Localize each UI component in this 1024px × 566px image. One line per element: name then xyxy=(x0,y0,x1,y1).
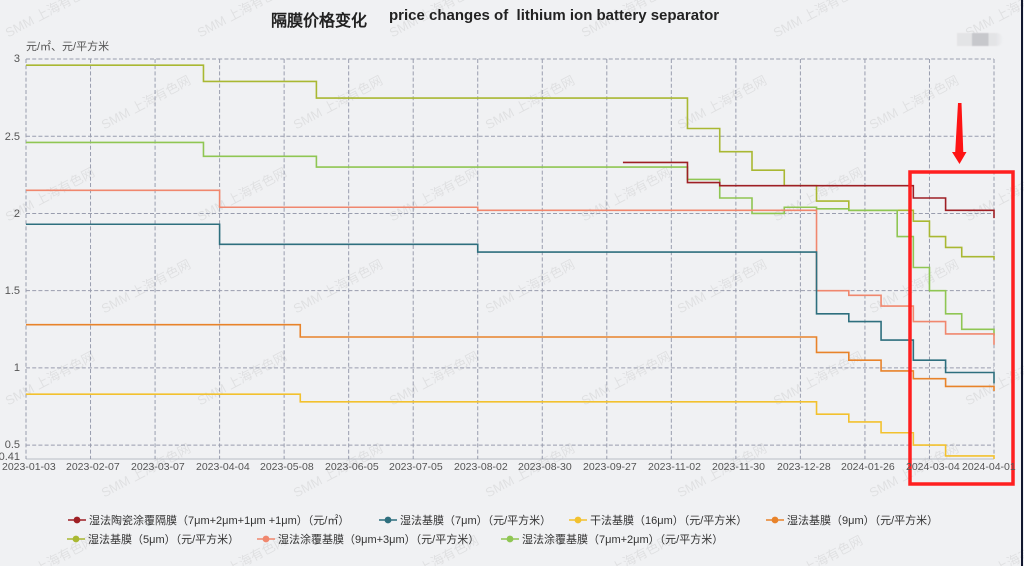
svg-text:2023-08-02: 2023-08-02 xyxy=(454,461,508,473)
svg-text:2023-07-05: 2023-07-05 xyxy=(389,461,443,473)
svg-text:2023-12-28: 2023-12-28 xyxy=(777,461,831,473)
svg-text:2023-03-07: 2023-03-07 xyxy=(131,461,185,473)
svg-text:3: 3 xyxy=(14,53,20,65)
svg-text:2024-04-01: 2024-04-01 xyxy=(962,461,1016,473)
svg-text:0.5: 0.5 xyxy=(5,439,20,451)
svg-text:2023-04-04: 2023-04-04 xyxy=(196,461,250,473)
svg-text:2023-01-03: 2023-01-03 xyxy=(2,461,56,473)
svg-text:2023-09-27: 2023-09-27 xyxy=(583,461,637,473)
svg-text:2023-11-30: 2023-11-30 xyxy=(712,461,765,473)
svg-text:2.5: 2.5 xyxy=(5,131,20,143)
svg-text:2023-02-07: 2023-02-07 xyxy=(66,461,120,473)
svg-text:1.5: 1.5 xyxy=(5,285,20,297)
svg-text:2023-08-30: 2023-08-30 xyxy=(518,461,572,473)
svg-text:2023-11-02: 2023-11-02 xyxy=(648,461,701,473)
svg-text:2024-03-04: 2024-03-04 xyxy=(906,461,960,473)
svg-text:2: 2 xyxy=(14,208,20,220)
svg-text:2024-01-26: 2024-01-26 xyxy=(841,461,895,473)
svg-text:1: 1 xyxy=(14,362,20,374)
svg-text:2023-06-05: 2023-06-05 xyxy=(325,461,379,473)
svg-text:2023-05-08: 2023-05-08 xyxy=(260,461,314,473)
